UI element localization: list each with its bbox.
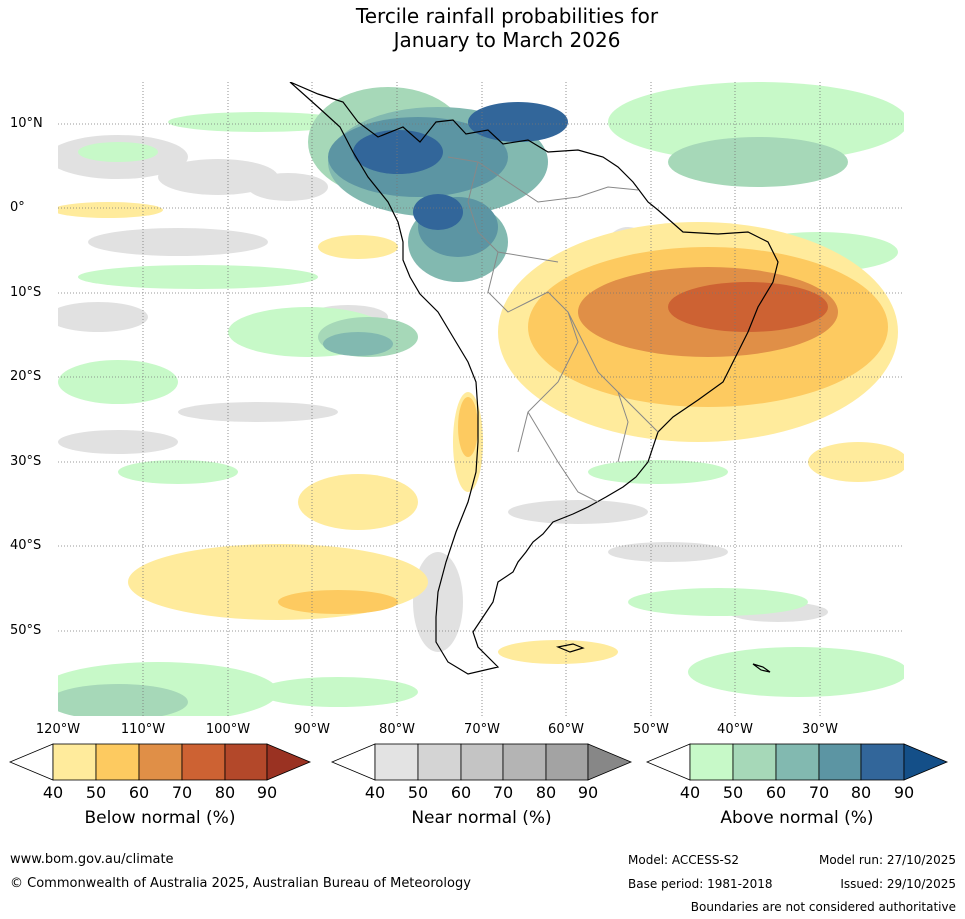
below-swatch-5 xyxy=(224,743,268,781)
near-tick-40: 40 xyxy=(364,783,386,802)
lon-label-110w: 110°W xyxy=(120,722,166,737)
near-swatch-5 xyxy=(545,743,589,781)
website-link[interactable]: www.bom.gov.au/climate xyxy=(10,852,174,867)
colorbar-below-normal xyxy=(8,743,312,781)
below-tick-90: 90 xyxy=(256,783,278,802)
near-tick-50: 50 xyxy=(407,783,429,802)
model-name: Model: ACCESS-S2 xyxy=(628,853,740,867)
above-tick-40: 40 xyxy=(679,783,701,802)
above-tick-60: 60 xyxy=(765,783,787,802)
copyright-text: © Commonwealth of Australia 2025, Austra… xyxy=(10,876,471,891)
above-swatch-2 xyxy=(732,743,777,781)
above-normal-title: Above normal (%) xyxy=(720,808,874,828)
map-title: Tercile rainfall probabilities for Janua… xyxy=(0,4,965,52)
south-america-coastline xyxy=(289,82,779,675)
lon-label-120w: 120°W xyxy=(35,722,81,737)
falkland-islands xyxy=(555,643,585,653)
near-swatch-4 xyxy=(502,743,547,781)
issued-date: Issued: 29/10/2025 xyxy=(840,877,956,891)
lon-label-80w: 80°W xyxy=(379,722,415,737)
country-borders xyxy=(447,156,659,503)
map-canvas xyxy=(58,82,904,716)
colorbar-near-normal xyxy=(330,743,633,781)
below-swatch-1 xyxy=(52,743,97,781)
gridlines xyxy=(58,82,904,716)
near-swatch-1 xyxy=(374,743,419,781)
above-tick-70: 70 xyxy=(808,783,830,802)
model-run-date: Model run: 27/10/2025 xyxy=(818,853,956,867)
near-tick-60: 60 xyxy=(450,783,472,802)
above-swatch-0 xyxy=(645,743,691,781)
rainfall-probability-map xyxy=(58,82,904,716)
colorbar-above-normal xyxy=(645,743,949,781)
lat-label-10s: 10°S xyxy=(10,285,42,300)
above-tick-50: 50 xyxy=(722,783,744,802)
title-line-1: Tercile rainfall probabilities for xyxy=(355,4,659,28)
near-tick-90: 90 xyxy=(577,783,599,802)
lat-label-10n: 10°N xyxy=(10,116,43,131)
near-normal-title: Near normal (%) xyxy=(411,808,552,828)
below-tick-60: 60 xyxy=(128,783,150,802)
below-tick-70: 70 xyxy=(171,783,193,802)
below-swatch-6 xyxy=(266,743,312,781)
lon-label-40w: 40°W xyxy=(717,722,753,737)
above-tick-80: 80 xyxy=(850,783,872,802)
above-normal-light xyxy=(58,82,904,716)
lon-label-90w: 90°W xyxy=(294,722,330,737)
boundaries-note: Boundaries are not considered authoritat… xyxy=(690,900,956,914)
above-swatch-6 xyxy=(903,743,949,781)
below-tick-50: 50 xyxy=(85,783,107,802)
title-line-2: January to March 2026 xyxy=(393,28,621,52)
lon-label-100w: 100°W xyxy=(205,722,251,737)
below-swatch-4 xyxy=(181,743,226,781)
near-swatch-3 xyxy=(460,743,504,781)
below-swatch-3 xyxy=(138,743,183,781)
lat-label-20s: 20°S xyxy=(10,369,42,384)
above-swatch-1 xyxy=(689,743,734,781)
lon-label-30w: 30°W xyxy=(802,722,838,737)
near-swatch-6 xyxy=(587,743,633,781)
below-tick-80: 80 xyxy=(214,783,236,802)
lon-label-60w: 60°W xyxy=(548,722,584,737)
colorbars xyxy=(8,743,949,781)
near-tick-70: 70 xyxy=(492,783,514,802)
below-normal-title: Below normal (%) xyxy=(84,808,236,828)
lat-label-30s: 30°S xyxy=(10,454,42,469)
near-tick-80: 80 xyxy=(535,783,557,802)
base-period: Base period: 1981-2018 xyxy=(628,877,773,891)
near-swatch-0 xyxy=(330,743,376,781)
south-georgia xyxy=(752,663,771,673)
above-swatch-5 xyxy=(860,743,905,781)
lat-label-40s: 40°S xyxy=(10,538,42,553)
lon-label-50w: 50°W xyxy=(633,722,669,737)
lon-label-70w: 70°W xyxy=(464,722,500,737)
below-swatch-0 xyxy=(8,743,54,781)
above-tick-90: 90 xyxy=(893,783,915,802)
near-swatch-2 xyxy=(417,743,462,781)
above-swatch-4 xyxy=(818,743,862,781)
lat-label-50s: 50°S xyxy=(10,623,42,638)
below-swatch-2 xyxy=(95,743,140,781)
lat-label-0: 0° xyxy=(10,200,25,215)
below-normal-dark-orange xyxy=(668,282,828,332)
above-swatch-3 xyxy=(775,743,820,781)
below-tick-40: 40 xyxy=(42,783,64,802)
